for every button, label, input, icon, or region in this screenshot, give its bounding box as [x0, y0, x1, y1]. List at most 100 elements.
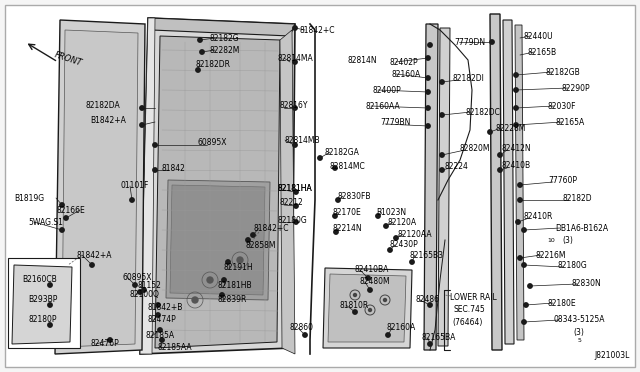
Text: 82860: 82860 [290, 324, 314, 333]
Circle shape [518, 183, 522, 187]
Text: 82165B3: 82165B3 [410, 250, 444, 260]
Text: 82182DR: 82182DR [195, 60, 230, 68]
Text: 10: 10 [547, 237, 555, 243]
Text: (3): (3) [573, 327, 584, 337]
Text: 5: 5 [578, 337, 582, 343]
Circle shape [410, 260, 414, 264]
Text: 82182DC: 82182DC [466, 108, 501, 116]
Text: 7779DN: 7779DN [454, 38, 485, 46]
Text: 82180G: 82180G [278, 215, 308, 224]
Text: 7779BN: 7779BN [380, 118, 410, 126]
Text: 82180G: 82180G [558, 262, 588, 270]
Text: 82182DA: 82182DA [85, 100, 120, 109]
Circle shape [440, 80, 444, 84]
Circle shape [292, 26, 297, 30]
Circle shape [196, 68, 200, 72]
Text: J821003L: J821003L [594, 350, 629, 359]
Polygon shape [424, 24, 438, 350]
Circle shape [498, 153, 502, 157]
Circle shape [294, 204, 298, 208]
Text: 81842+C: 81842+C [253, 224, 289, 232]
Text: 60895X: 60895X [197, 138, 227, 147]
Circle shape [334, 230, 338, 234]
Text: SEC.745: SEC.745 [454, 305, 486, 314]
Polygon shape [328, 274, 406, 342]
Circle shape [440, 113, 444, 117]
Circle shape [440, 168, 444, 172]
Circle shape [394, 236, 398, 240]
Circle shape [426, 90, 430, 94]
Text: 82030F: 82030F [548, 102, 577, 110]
Text: 82474P: 82474P [148, 315, 177, 324]
Text: 82182D: 82182D [563, 193, 593, 202]
Polygon shape [12, 265, 72, 344]
Text: 82160A: 82160A [387, 324, 416, 333]
Text: B2160CB: B2160CB [22, 276, 57, 285]
Text: 82212: 82212 [280, 198, 304, 206]
Text: 82185A: 82185A [146, 331, 175, 340]
Text: 82830FB: 82830FB [338, 192, 371, 201]
Circle shape [318, 156, 322, 160]
Text: 82430P: 82430P [390, 240, 419, 248]
Polygon shape [140, 18, 295, 354]
Text: 01101F: 01101F [120, 180, 148, 189]
Text: 82830N: 82830N [572, 279, 602, 289]
Circle shape [514, 88, 518, 92]
Text: 82120AA: 82120AA [398, 230, 433, 238]
Polygon shape [150, 18, 295, 36]
Text: 82412N: 82412N [502, 144, 532, 153]
Circle shape [294, 190, 298, 194]
Circle shape [336, 198, 340, 202]
Circle shape [386, 333, 390, 337]
Circle shape [60, 203, 64, 207]
Circle shape [426, 76, 430, 80]
Text: 77760P: 77760P [548, 176, 577, 185]
Circle shape [48, 283, 52, 287]
Circle shape [514, 73, 518, 77]
Text: 82486: 82486 [416, 295, 440, 305]
Text: 82402P: 82402P [390, 58, 419, 67]
Circle shape [108, 338, 112, 342]
Circle shape [222, 278, 226, 282]
Circle shape [142, 288, 146, 292]
Text: 82224: 82224 [445, 161, 469, 170]
Text: (76464): (76464) [452, 317, 483, 327]
Text: 82182G: 82182G [210, 33, 239, 42]
Circle shape [528, 284, 532, 288]
Circle shape [292, 106, 297, 110]
Text: 82290P: 82290P [562, 83, 591, 93]
Circle shape [428, 342, 432, 346]
Polygon shape [155, 36, 280, 348]
Polygon shape [62, 30, 138, 347]
Circle shape [140, 106, 144, 110]
Text: 82814MA: 82814MA [278, 54, 314, 62]
Circle shape [516, 220, 520, 224]
Circle shape [303, 333, 307, 337]
Circle shape [514, 106, 518, 110]
Text: 82410BA: 82410BA [355, 266, 389, 275]
Text: (3): (3) [562, 235, 573, 244]
Text: 82120A: 82120A [388, 218, 417, 227]
Text: 81810R: 81810R [340, 301, 369, 310]
Text: 82170E: 82170E [333, 208, 362, 217]
Polygon shape [503, 20, 514, 344]
Text: 08343-5125A: 08343-5125A [554, 315, 605, 324]
Circle shape [366, 276, 370, 280]
Circle shape [376, 214, 380, 218]
Circle shape [440, 153, 444, 157]
Circle shape [156, 313, 160, 317]
Text: 82181HB: 82181HB [218, 280, 253, 289]
Circle shape [64, 216, 68, 220]
Circle shape [90, 263, 94, 267]
Circle shape [251, 233, 255, 237]
Text: 82181HA: 82181HA [278, 183, 313, 192]
Circle shape [333, 214, 337, 218]
Text: 82228M: 82228M [496, 124, 526, 132]
Text: 82100Q: 82100Q [130, 291, 160, 299]
Text: 82166E: 82166E [56, 205, 84, 215]
Circle shape [522, 320, 526, 324]
Text: 82814MC: 82814MC [330, 161, 365, 170]
Text: 82282M: 82282M [210, 45, 241, 55]
Circle shape [192, 297, 198, 303]
Circle shape [388, 248, 392, 252]
